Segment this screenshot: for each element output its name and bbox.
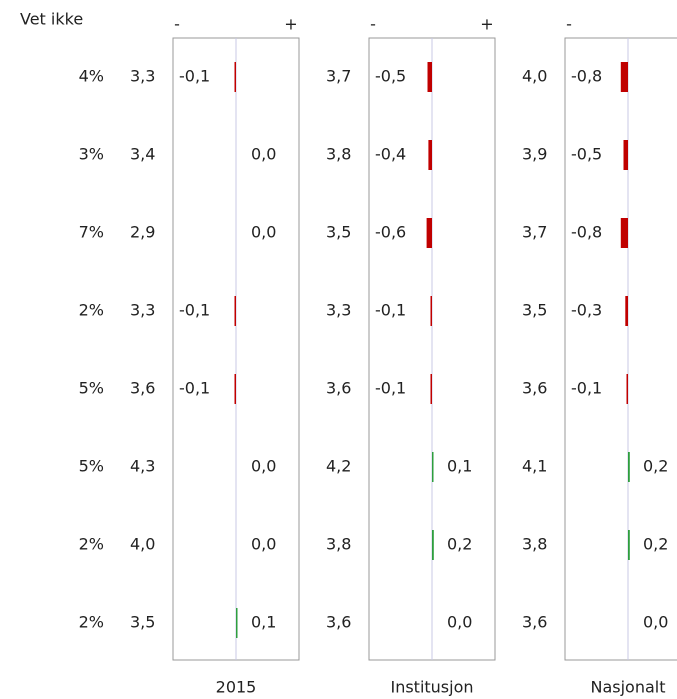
bar xyxy=(432,452,434,482)
vet-ikke-value: 2% xyxy=(79,613,104,632)
panel-label: Nasjonalt xyxy=(590,678,665,697)
bar xyxy=(430,296,432,326)
sign-label: + xyxy=(284,15,297,34)
mean-value: 3,6 xyxy=(522,379,547,398)
sign-label: - xyxy=(370,15,376,34)
vet-ikke-header: Vet ikke xyxy=(20,10,83,29)
diff-label: -0,8 xyxy=(571,223,602,242)
bar xyxy=(428,140,432,170)
diff-label: -0,1 xyxy=(375,379,406,398)
bar xyxy=(620,62,628,92)
vet-ikke-value: 3% xyxy=(79,145,104,164)
diff-label: -0,1 xyxy=(179,301,210,320)
panel-label: 2015 xyxy=(216,678,257,697)
mean-value: 3,5 xyxy=(130,613,155,632)
mean-value: 3,6 xyxy=(522,613,547,632)
diff-label: -0,5 xyxy=(375,67,406,86)
diff-label: -0,1 xyxy=(375,301,406,320)
diff-label: -0,4 xyxy=(375,145,406,164)
diff-label: 0,0 xyxy=(643,613,668,632)
bar xyxy=(427,62,432,92)
sign-label: - xyxy=(566,15,572,34)
diff-label: 0,1 xyxy=(447,457,472,476)
bar xyxy=(625,296,628,326)
vet-ikke-value: 2% xyxy=(79,535,104,554)
vet-ikke-value: 4% xyxy=(79,67,104,86)
diff-label: 0,0 xyxy=(447,613,472,632)
diff-label: -0,3 xyxy=(571,301,602,320)
mean-value: 3,7 xyxy=(522,223,547,242)
diff-label: -0,5 xyxy=(571,145,602,164)
vet-ikke-value: 7% xyxy=(79,223,104,242)
bar xyxy=(234,296,236,326)
diff-label: 0,0 xyxy=(251,535,276,554)
mean-value: 2,9 xyxy=(130,223,155,242)
bar xyxy=(623,140,628,170)
mean-value: 3,6 xyxy=(326,379,351,398)
diff-label: 0,1 xyxy=(251,613,276,632)
bar xyxy=(426,218,432,248)
mean-value: 3,9 xyxy=(522,145,547,164)
mean-value: 4,3 xyxy=(130,457,155,476)
bar xyxy=(628,452,630,482)
vet-ikke-value: 2% xyxy=(79,301,104,320)
panel-label: Institusjon xyxy=(390,678,473,697)
diff-label: -0,8 xyxy=(571,67,602,86)
mean-value: 4,2 xyxy=(326,457,351,476)
mean-value: 3,3 xyxy=(130,301,155,320)
mean-value: 3,6 xyxy=(130,379,155,398)
mean-value: 4,0 xyxy=(130,535,155,554)
mean-value: 3,4 xyxy=(130,145,155,164)
mean-value: 4,1 xyxy=(522,457,547,476)
bar xyxy=(432,530,434,560)
diff-label: -0,1 xyxy=(571,379,602,398)
mean-value: 3,5 xyxy=(522,301,547,320)
diff-label: 0,0 xyxy=(251,223,276,242)
bar xyxy=(430,374,432,404)
diff-label: -0,6 xyxy=(375,223,406,242)
mean-value: 3,8 xyxy=(326,535,351,554)
bar xyxy=(236,608,238,638)
mean-value: 3,6 xyxy=(326,613,351,632)
diff-label: 0,2 xyxy=(447,535,472,554)
diff-label: 0,0 xyxy=(251,457,276,476)
diff-label: 0,0 xyxy=(251,145,276,164)
sign-label: + xyxy=(480,15,493,34)
mean-value: 3,5 xyxy=(326,223,351,242)
mean-value: 4,0 xyxy=(522,67,547,86)
panel-frame xyxy=(564,37,677,661)
diff-label: 0,2 xyxy=(643,457,668,476)
bar xyxy=(234,374,236,404)
bar xyxy=(626,374,628,404)
diff-label: -0,1 xyxy=(179,67,210,86)
diff-label: -0,1 xyxy=(179,379,210,398)
bar xyxy=(628,530,630,560)
diff-label: 0,2 xyxy=(643,535,668,554)
mean-value: 3,8 xyxy=(522,535,547,554)
vet-ikke-value: 5% xyxy=(79,457,104,476)
vet-ikke-value: 5% xyxy=(79,379,104,398)
sign-label: - xyxy=(174,15,180,34)
mean-value: 3,8 xyxy=(326,145,351,164)
mean-value: 3,3 xyxy=(326,301,351,320)
mean-value: 3,3 xyxy=(130,67,155,86)
bar xyxy=(620,218,628,248)
bar xyxy=(234,62,236,92)
mean-value: 3,7 xyxy=(326,67,351,86)
